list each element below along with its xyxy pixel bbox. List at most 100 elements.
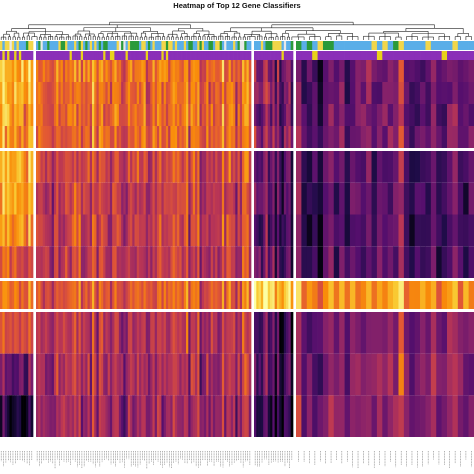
heatmap-cell [226,353,229,396]
annotation-cell-track-2 [210,51,214,60]
annotation-cell-track-1 [65,41,68,50]
annotation-cell-track-2 [387,51,394,60]
heatmap-cell [355,151,362,183]
heatmap-cell [242,126,245,148]
annotation-cell-track-2 [23,51,27,60]
heatmap-cell [30,126,34,148]
heatmap-cell [366,312,372,354]
heatmap-cell [212,104,216,126]
heatmap-cell [67,353,70,396]
annotation-cell-track-2 [83,51,86,60]
heatmap-cell [11,151,15,183]
annotation-cell-track-1 [23,41,27,50]
heatmap-cell [190,126,194,148]
heatmap-cell [103,281,106,309]
heatmap-cell [447,214,453,247]
heatmap-cell [355,214,362,247]
heatmap-cell [221,82,225,104]
heatmap-cell [403,353,410,396]
heatmap-cell [40,60,44,82]
heatmap-cell [208,151,212,183]
heatmap-cell [18,104,22,126]
heatmap-cell [91,104,95,126]
heatmap-cell [376,182,383,215]
heatmap-cell [235,214,238,247]
heatmap-cell [94,151,97,183]
heatmap-cell [301,151,308,183]
heatmap-cell [96,395,100,437]
heatmap-cell [156,214,160,247]
heatmap-cell [371,395,378,437]
heatmap-cell [263,214,266,247]
heatmap-cell [183,104,187,126]
heatmap-cell [322,395,329,437]
heatmap-cell [452,104,459,126]
annotation-cell-track-2 [132,51,135,60]
heatmap-cell [9,60,13,82]
annotation-cell-track-1 [286,41,289,50]
heatmap-cell [62,151,66,183]
heatmap-cell [441,82,448,104]
heatmap-cell [267,151,271,183]
heatmap-cell [49,82,53,104]
annotation-cell-track-2 [254,51,257,60]
heatmap-cell [203,60,207,82]
heatmap-cell [228,353,232,396]
heatmap-cell [420,151,426,183]
annotation-cell-track-2 [306,51,313,60]
heatmap-cell [322,126,329,148]
annotation-cell-track-2 [248,51,252,60]
heatmap-cell [69,312,73,354]
heatmap-cell [265,151,269,183]
heatmap-cell [237,246,241,278]
heatmap-cell [53,246,57,278]
heatmap-cell [242,82,245,104]
heatmap-cell [235,151,238,183]
heatmap-cell [226,395,229,437]
annotation-cell-track-1 [109,41,113,50]
annotation-cell-track-2 [121,51,124,60]
heatmap-cell [468,312,474,354]
heatmap-cell [286,126,289,148]
heatmap-cell [283,246,287,278]
heatmap-cell [14,312,17,354]
heatmap-cell [186,281,189,309]
heatmap-cell [130,353,133,396]
heatmap-cell [23,60,27,82]
heatmap-cell [127,312,131,354]
heatmap-cell [168,182,171,215]
heatmap-cell [30,281,34,309]
heatmap-cell [258,182,262,215]
heatmap-cell [322,214,329,247]
heatmap-cell [195,395,198,437]
heatmap-cell [312,60,318,82]
heatmap-cell [281,126,285,148]
heatmap-cell [100,281,104,309]
heatmap-cell [333,312,340,354]
heatmap-cell [430,246,437,278]
heatmap-cell [150,151,153,183]
heatmap-cell [436,60,442,82]
heatmap-cell [21,395,24,437]
annotation-cell-track-2 [96,51,100,60]
heatmap-cell [76,246,79,278]
heatmap-cell [87,281,91,309]
heatmap-cell [49,126,53,148]
heatmap-cell [283,182,287,215]
heatmap-cell [267,246,271,278]
heatmap-cell [69,281,73,309]
heatmap-cell [121,182,124,215]
annotation-cell-track-1 [165,41,169,50]
heatmap-cell [143,312,147,354]
heatmap-cell [116,82,120,104]
heatmap-cell [76,353,79,396]
heatmap-cell [387,214,394,247]
heatmap-cell [425,60,432,82]
heatmap-cell [30,60,34,82]
heatmap-cell [290,312,294,354]
heatmap-cell [91,353,95,396]
heatmap-cell [239,214,243,247]
heatmap-cell [98,281,102,309]
heatmap-cell [452,60,459,82]
heatmap-cell [463,82,469,104]
